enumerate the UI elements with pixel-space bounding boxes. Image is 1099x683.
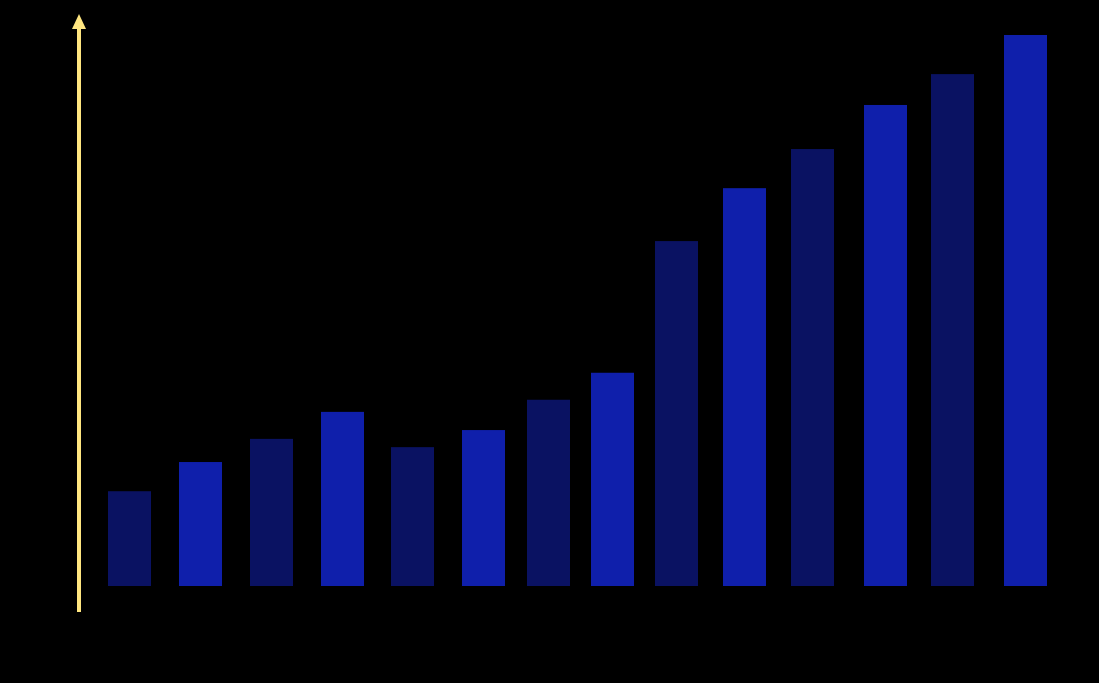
bar-13	[931, 74, 974, 586]
bar-5	[391, 447, 434, 586]
bar-7	[527, 399, 570, 586]
bar-14	[1004, 35, 1047, 586]
bar-1	[108, 491, 151, 586]
y-axis-arrow-icon	[72, 14, 86, 29]
bars	[108, 35, 1047, 587]
bar-6	[462, 430, 505, 586]
bar-8	[591, 372, 634, 586]
bar-3	[250, 438, 293, 586]
bar-10	[723, 188, 766, 587]
bar-4	[321, 411, 364, 586]
bar-9	[655, 241, 698, 586]
bar-11	[791, 149, 834, 586]
bar-2	[179, 462, 222, 586]
bar-12	[864, 104, 907, 587]
